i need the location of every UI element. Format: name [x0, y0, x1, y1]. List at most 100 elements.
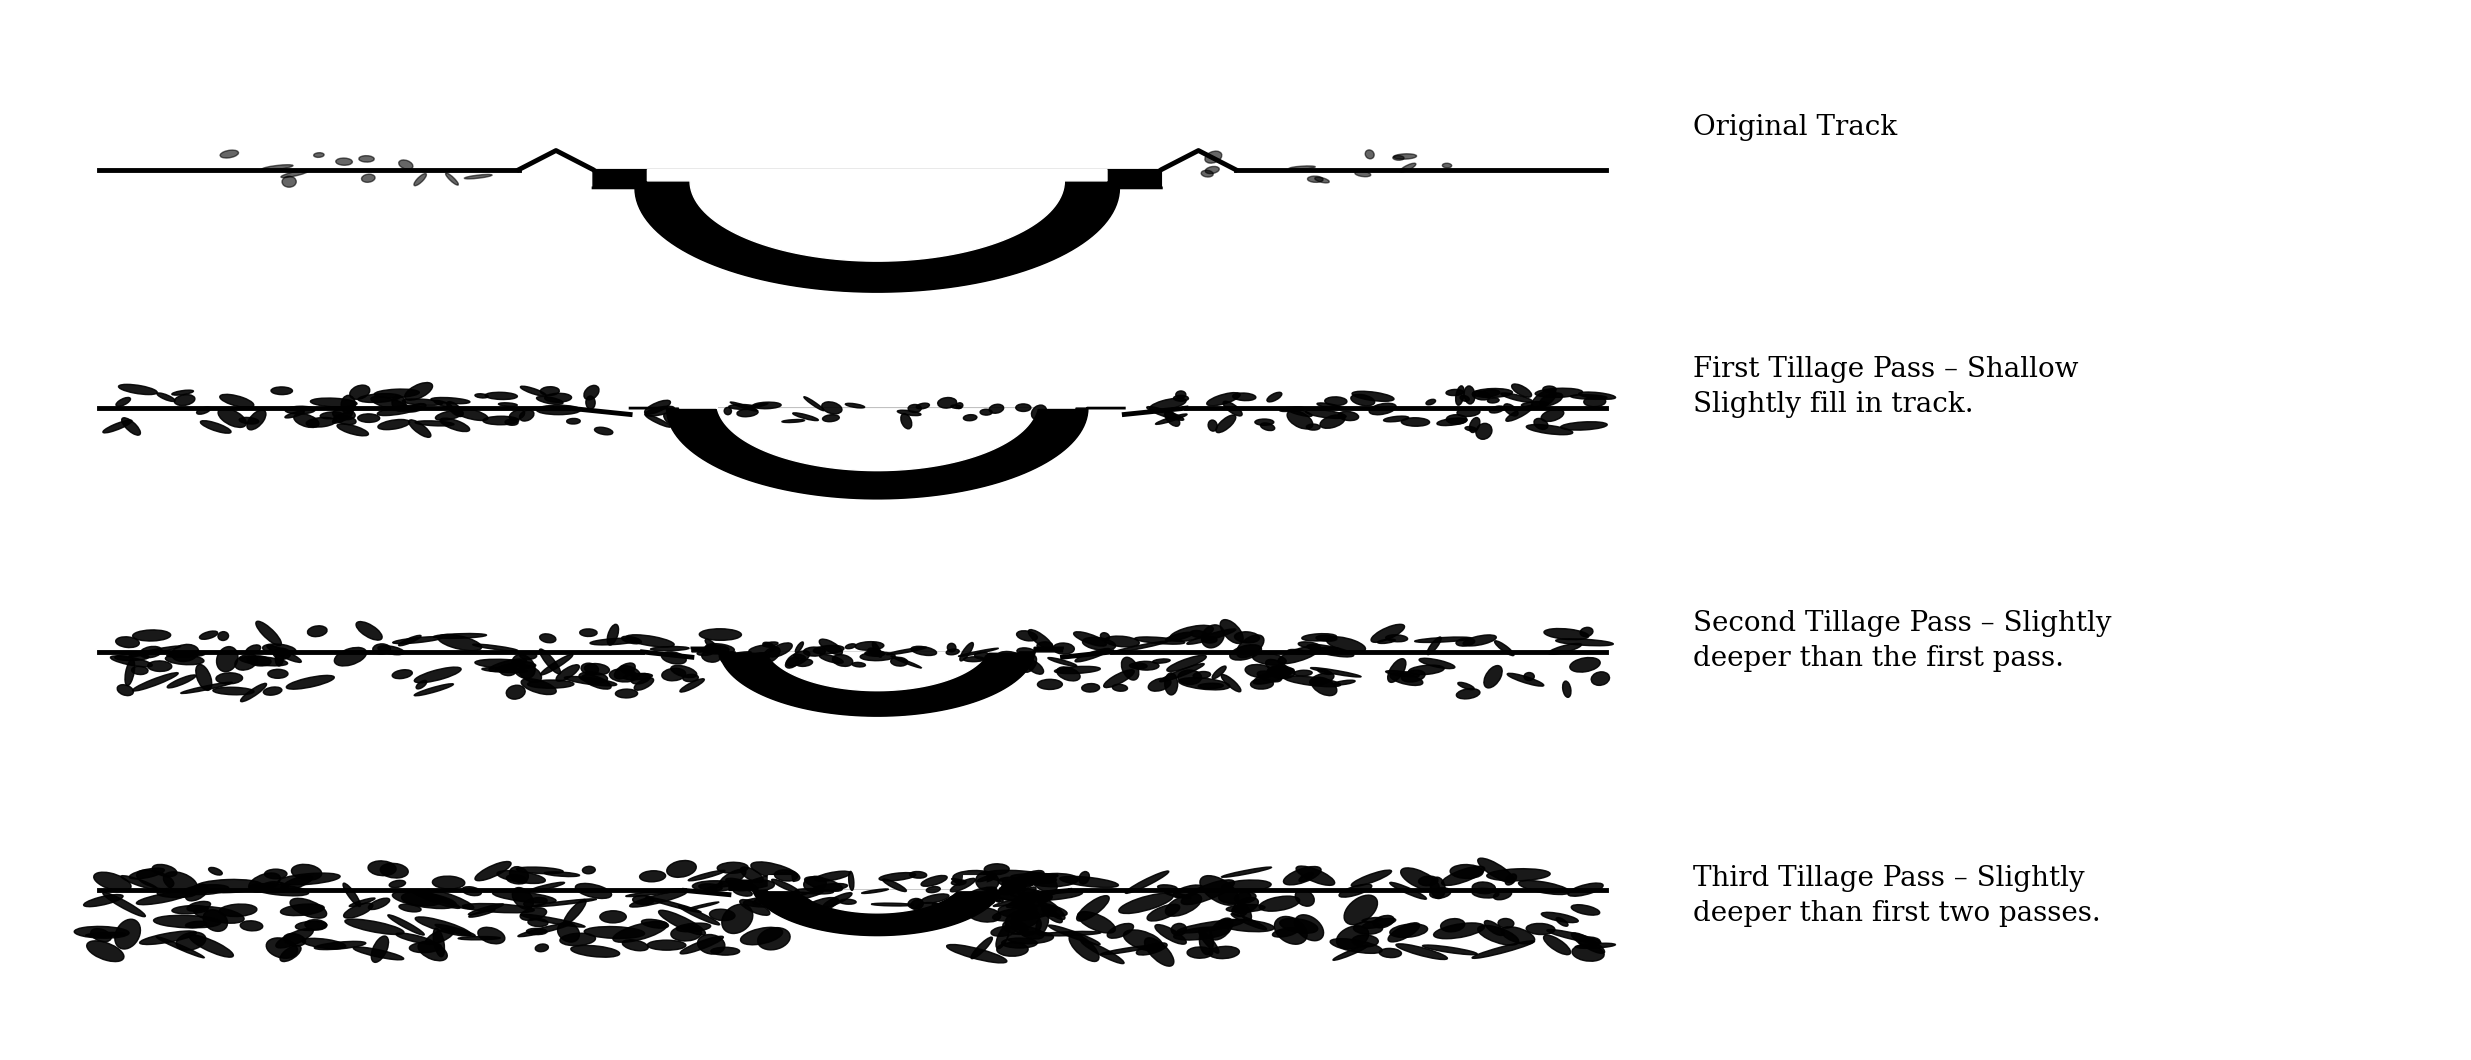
- Ellipse shape: [1179, 677, 1231, 690]
- Ellipse shape: [647, 940, 687, 950]
- Ellipse shape: [759, 928, 791, 950]
- Ellipse shape: [1001, 870, 1045, 895]
- Ellipse shape: [1211, 918, 1233, 940]
- Ellipse shape: [289, 898, 326, 918]
- Ellipse shape: [247, 410, 267, 430]
- Ellipse shape: [497, 661, 521, 671]
- Ellipse shape: [1389, 658, 1406, 683]
- Ellipse shape: [1572, 904, 1599, 915]
- Ellipse shape: [529, 681, 573, 688]
- Ellipse shape: [343, 883, 361, 906]
- Ellipse shape: [529, 918, 549, 926]
- Ellipse shape: [964, 899, 993, 906]
- Ellipse shape: [625, 888, 684, 897]
- Ellipse shape: [1352, 935, 1379, 947]
- Ellipse shape: [596, 427, 613, 435]
- Ellipse shape: [1137, 942, 1166, 955]
- Ellipse shape: [1023, 890, 1082, 900]
- Ellipse shape: [1455, 386, 1465, 405]
- Ellipse shape: [104, 893, 146, 917]
- Ellipse shape: [608, 624, 618, 646]
- Ellipse shape: [1268, 667, 1290, 676]
- Ellipse shape: [1255, 419, 1275, 425]
- Ellipse shape: [1473, 391, 1490, 400]
- Ellipse shape: [279, 946, 301, 961]
- Ellipse shape: [314, 153, 324, 157]
- Ellipse shape: [1485, 666, 1502, 688]
- Ellipse shape: [1473, 388, 1512, 398]
- Ellipse shape: [1285, 407, 1312, 417]
- Ellipse shape: [175, 932, 205, 950]
- Ellipse shape: [1016, 631, 1038, 641]
- Ellipse shape: [630, 890, 687, 907]
- Ellipse shape: [1198, 928, 1213, 955]
- Ellipse shape: [1048, 657, 1077, 667]
- Ellipse shape: [220, 151, 240, 158]
- Ellipse shape: [111, 656, 153, 667]
- Ellipse shape: [1544, 935, 1572, 955]
- Ellipse shape: [1147, 407, 1184, 421]
- Ellipse shape: [1458, 683, 1475, 690]
- Ellipse shape: [217, 647, 237, 672]
- Ellipse shape: [1105, 670, 1134, 688]
- Ellipse shape: [744, 897, 808, 907]
- Ellipse shape: [183, 885, 230, 895]
- Ellipse shape: [1386, 635, 1408, 641]
- Ellipse shape: [536, 944, 549, 952]
- Ellipse shape: [257, 621, 282, 646]
- Ellipse shape: [511, 887, 534, 909]
- Ellipse shape: [583, 926, 645, 938]
- Ellipse shape: [509, 867, 529, 883]
- Ellipse shape: [121, 876, 158, 889]
- Ellipse shape: [180, 683, 232, 693]
- Ellipse shape: [741, 928, 783, 944]
- Ellipse shape: [114, 919, 141, 949]
- Ellipse shape: [264, 869, 287, 879]
- Ellipse shape: [415, 421, 455, 426]
- Ellipse shape: [650, 647, 689, 651]
- Ellipse shape: [722, 904, 754, 934]
- Ellipse shape: [521, 678, 556, 694]
- Ellipse shape: [1174, 395, 1189, 402]
- Text: Third Tillage Pass – Slightly
deeper than first two passes.: Third Tillage Pass – Slightly deeper tha…: [1693, 865, 2100, 926]
- Ellipse shape: [1465, 426, 1475, 431]
- Ellipse shape: [677, 923, 712, 932]
- Ellipse shape: [909, 871, 927, 878]
- Ellipse shape: [1164, 673, 1179, 695]
- Ellipse shape: [262, 164, 294, 170]
- Ellipse shape: [1394, 156, 1404, 160]
- Ellipse shape: [1307, 644, 1354, 657]
- Ellipse shape: [890, 657, 907, 666]
- Ellipse shape: [321, 412, 343, 419]
- Ellipse shape: [153, 865, 178, 877]
- Ellipse shape: [969, 907, 1001, 922]
- Ellipse shape: [1221, 867, 1273, 878]
- Ellipse shape: [141, 931, 198, 944]
- Ellipse shape: [1077, 912, 1114, 933]
- Ellipse shape: [405, 383, 432, 401]
- Polygon shape: [630, 408, 1124, 498]
- Ellipse shape: [998, 878, 1021, 885]
- Ellipse shape: [1191, 631, 1208, 638]
- Ellipse shape: [946, 944, 1006, 962]
- Ellipse shape: [1100, 946, 1154, 955]
- Ellipse shape: [645, 401, 670, 414]
- Ellipse shape: [1132, 661, 1159, 670]
- Ellipse shape: [119, 385, 158, 394]
- Ellipse shape: [1557, 918, 1569, 926]
- Ellipse shape: [1021, 887, 1035, 898]
- Ellipse shape: [1021, 903, 1033, 911]
- Ellipse shape: [539, 634, 556, 642]
- Ellipse shape: [907, 899, 924, 908]
- Ellipse shape: [1391, 673, 1423, 686]
- Ellipse shape: [1455, 689, 1480, 699]
- Ellipse shape: [1488, 869, 1549, 881]
- Ellipse shape: [996, 925, 1011, 949]
- Ellipse shape: [964, 657, 986, 661]
- Ellipse shape: [736, 408, 759, 417]
- Ellipse shape: [1401, 163, 1416, 172]
- Ellipse shape: [195, 665, 213, 690]
- Ellipse shape: [1030, 405, 1048, 420]
- Ellipse shape: [1438, 418, 1468, 425]
- Ellipse shape: [709, 909, 734, 921]
